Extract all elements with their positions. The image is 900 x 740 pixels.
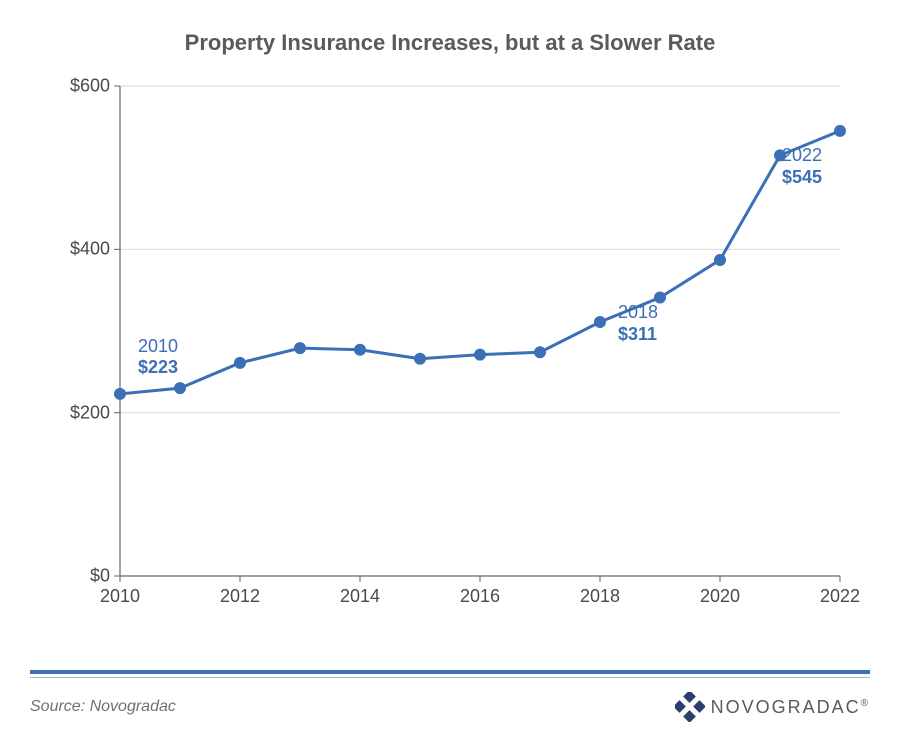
data-point (714, 254, 726, 266)
data-point (774, 149, 786, 161)
brand-name: NOVOGRADAC® (711, 697, 870, 718)
footer: Source: Novogradac NOVOGRADAC® (30, 670, 870, 722)
brand-logo: NOVOGRADAC® (675, 692, 870, 722)
footer-rule-secondary (30, 677, 870, 678)
data-point (174, 382, 186, 394)
data-point (414, 353, 426, 365)
data-point (234, 357, 246, 369)
chart-area: $0$200$400$60020102012201420162018202020… (40, 76, 860, 636)
footer-rule-primary (30, 670, 870, 674)
data-point (354, 344, 366, 356)
data-point (534, 346, 546, 358)
data-point (654, 292, 666, 304)
data-point (594, 316, 606, 328)
chart-container: Property Insurance Increases, but at a S… (0, 0, 900, 740)
source-text: Source: Novogradac (30, 698, 176, 716)
diamond-icon (675, 692, 705, 722)
data-point (474, 349, 486, 361)
data-point (114, 388, 126, 400)
data-point (294, 342, 306, 354)
chart-title: Property Insurance Increases, but at a S… (30, 30, 870, 56)
data-point (834, 125, 846, 137)
chart-svg (40, 76, 860, 636)
